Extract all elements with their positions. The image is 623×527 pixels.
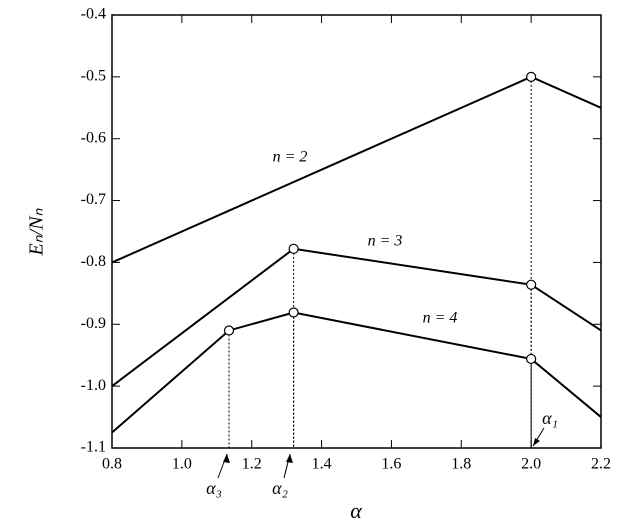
point-marker	[288, 307, 299, 318]
y-tick-label: -0.8	[81, 253, 106, 270]
x-tick-label: 1.0	[172, 456, 192, 473]
y-tick-label: -0.5	[81, 68, 106, 85]
point-marker	[526, 71, 537, 82]
point-marker	[526, 279, 537, 290]
series-label: n = 3	[368, 233, 403, 250]
x-tick-label: 1.2	[242, 456, 262, 473]
plot-frame	[111, 14, 602, 449]
line	[111, 247, 602, 387]
y-tick-label: -0.6	[81, 129, 106, 146]
point-marker	[526, 353, 537, 365]
x-axis-label: α	[350, 498, 362, 523]
y-tick-label: -1.0	[81, 377, 106, 394]
y-tick-label: -0.9	[81, 315, 106, 332]
x-tick-label: 1.6	[381, 456, 401, 473]
y-tick-label: -0.7	[81, 191, 106, 208]
arrow-head	[286, 454, 293, 463]
series-label: n = 4	[423, 310, 458, 327]
y-tick-label: -1.1	[81, 439, 106, 456]
annotation: α₃	[206, 478, 222, 498]
x-tick-label: 2.2	[591, 456, 611, 473]
line	[111, 75, 602, 264]
x-tick-label: 0.8	[102, 456, 122, 473]
annotation: α₂	[272, 478, 288, 498]
arrow-head	[223, 454, 230, 463]
y-axis-label: Eₙ/Nₙ	[26, 207, 48, 256]
x-tick-label: 1.8	[451, 456, 471, 473]
annotation: α₁	[542, 408, 558, 428]
y-tick-label: -0.4	[81, 6, 106, 23]
point-marker	[288, 243, 299, 254]
arrow-head	[533, 438, 540, 446]
point-marker	[223, 325, 235, 336]
x-tick-label: 1.4	[312, 456, 332, 473]
x-tick-label: 2.0	[521, 456, 541, 473]
series-label: n = 2	[273, 149, 308, 166]
